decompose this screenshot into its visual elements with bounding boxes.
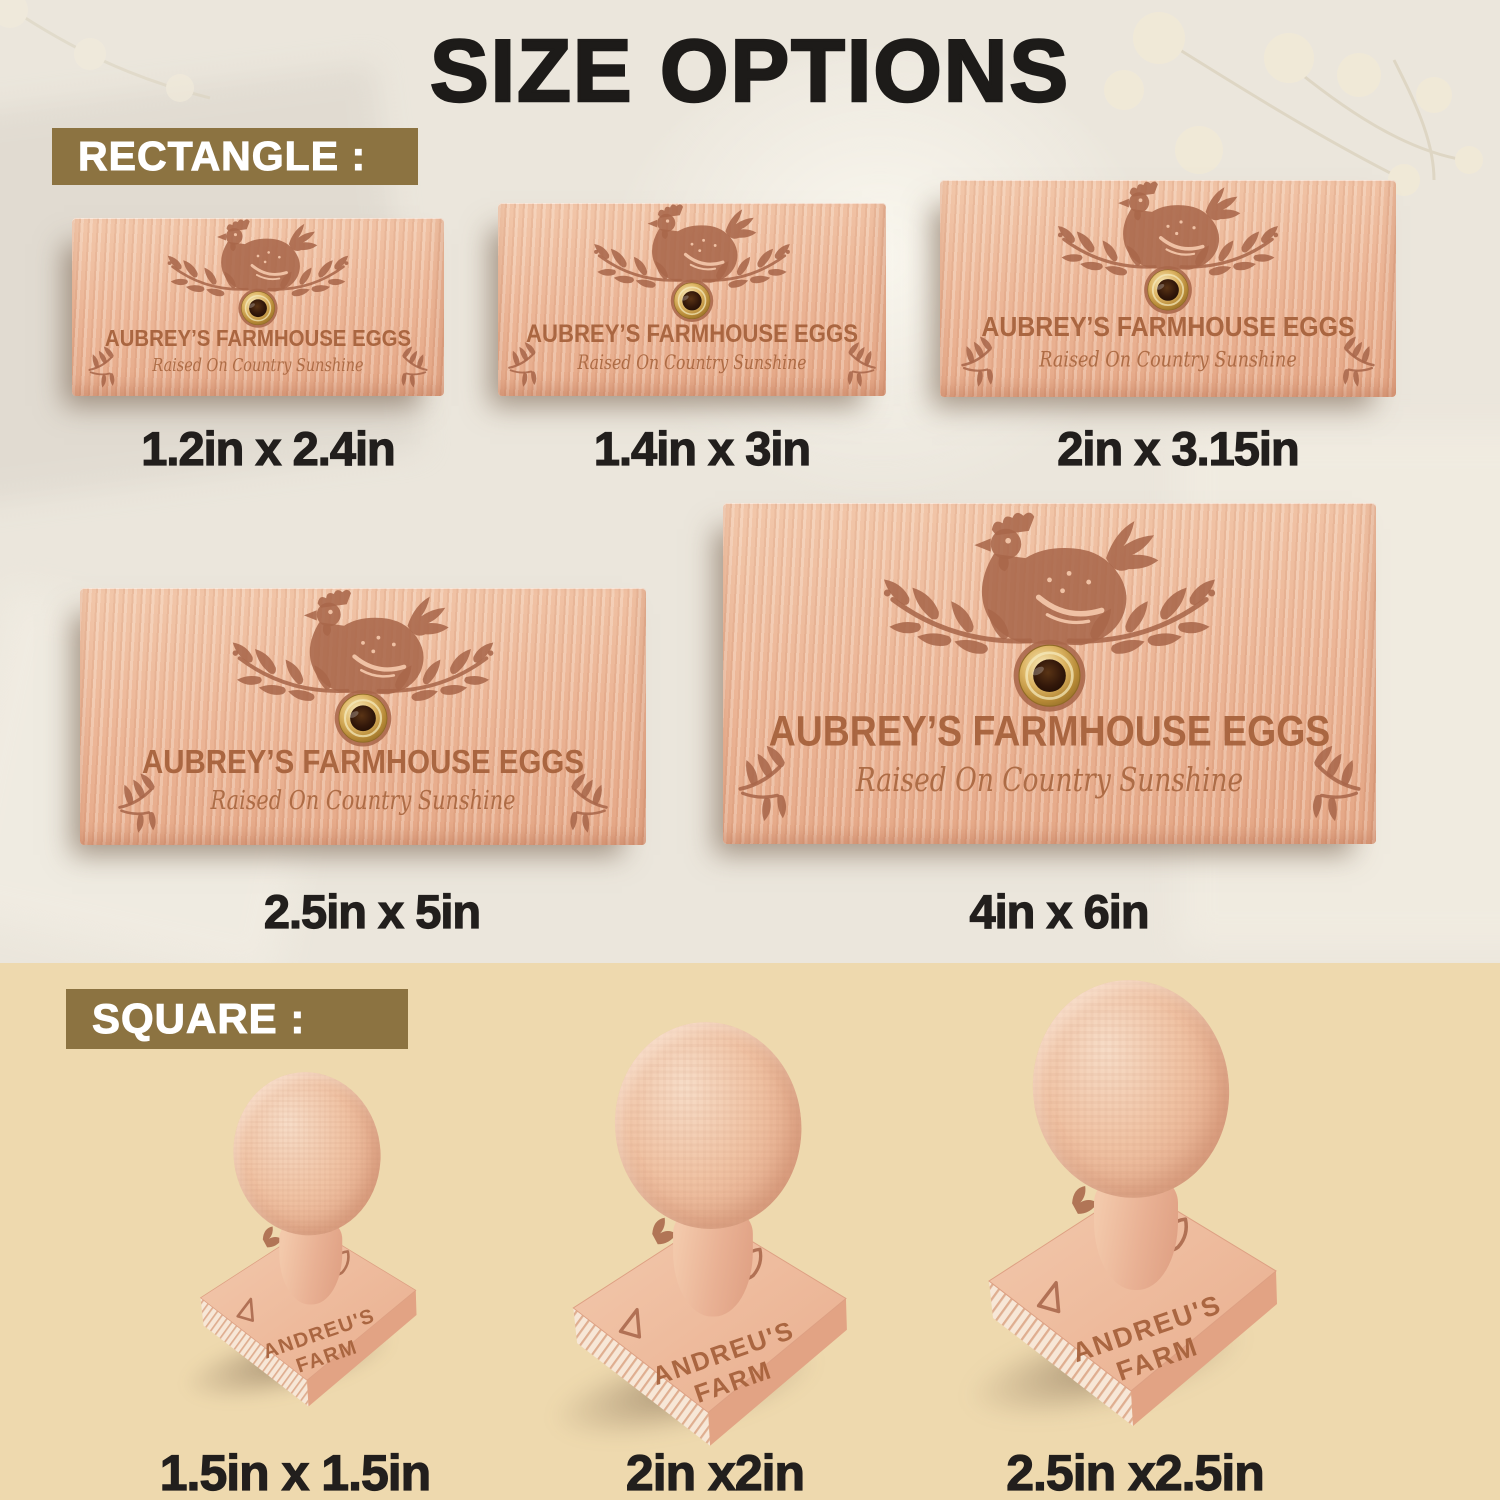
size-label: 1.5in x 1.5in	[159, 1444, 432, 1500]
size-label: 2.5in x 5in	[263, 884, 481, 938]
stamp-engraving	[940, 180, 1396, 397]
page-title: SIZE OPTIONS	[429, 20, 1071, 122]
square-stamp-body	[541, 1011, 864, 1461]
rect-stamp-1.4x3	[498, 203, 886, 396]
square-badge-label: SQUARE :	[91, 995, 306, 1043]
stamp-handle-ball	[603, 1011, 814, 1240]
square-stamp-2.5x2.5	[955, 968, 1295, 1442]
rectangle-section-badge: RECTANGLE :	[52, 128, 418, 185]
size-label: 2in x 3.15in	[1057, 421, 1301, 475]
stamp-handle-ball	[224, 1063, 390, 1244]
stamp-handle-ball	[1020, 968, 1242, 1210]
size-label: 2in x2in	[625, 1444, 805, 1500]
rect-stamp-2x3.15	[940, 180, 1396, 397]
stamp-engraving	[723, 503, 1376, 844]
square-stamp-1.5x1.5	[175, 1063, 510, 1500]
square-section-badge: SQUARE :	[66, 989, 408, 1049]
size-label: 4in x 6in	[969, 884, 1150, 938]
rect-stamp-1.2x2.4	[72, 218, 444, 396]
rect-stamp-4x6	[723, 503, 1376, 844]
size-label: 1.2in x 2.4in	[141, 421, 397, 475]
square-stamp-2x2	[541, 1011, 880, 1461]
stamp-engraving	[80, 588, 646, 845]
size-label: 1.4in x 3in	[593, 421, 811, 475]
size-label: 2.5in x2.5in	[1006, 1444, 1266, 1500]
square-stamp-body	[175, 1063, 430, 1419]
rectangle-badge-label: RECTANGLE :	[77, 133, 367, 180]
rect-stamp-2.5x5	[80, 588, 646, 845]
stamp-engraving	[498, 203, 886, 396]
square-stamp-body	[955, 968, 1295, 1442]
stamp-engraving	[72, 218, 444, 396]
